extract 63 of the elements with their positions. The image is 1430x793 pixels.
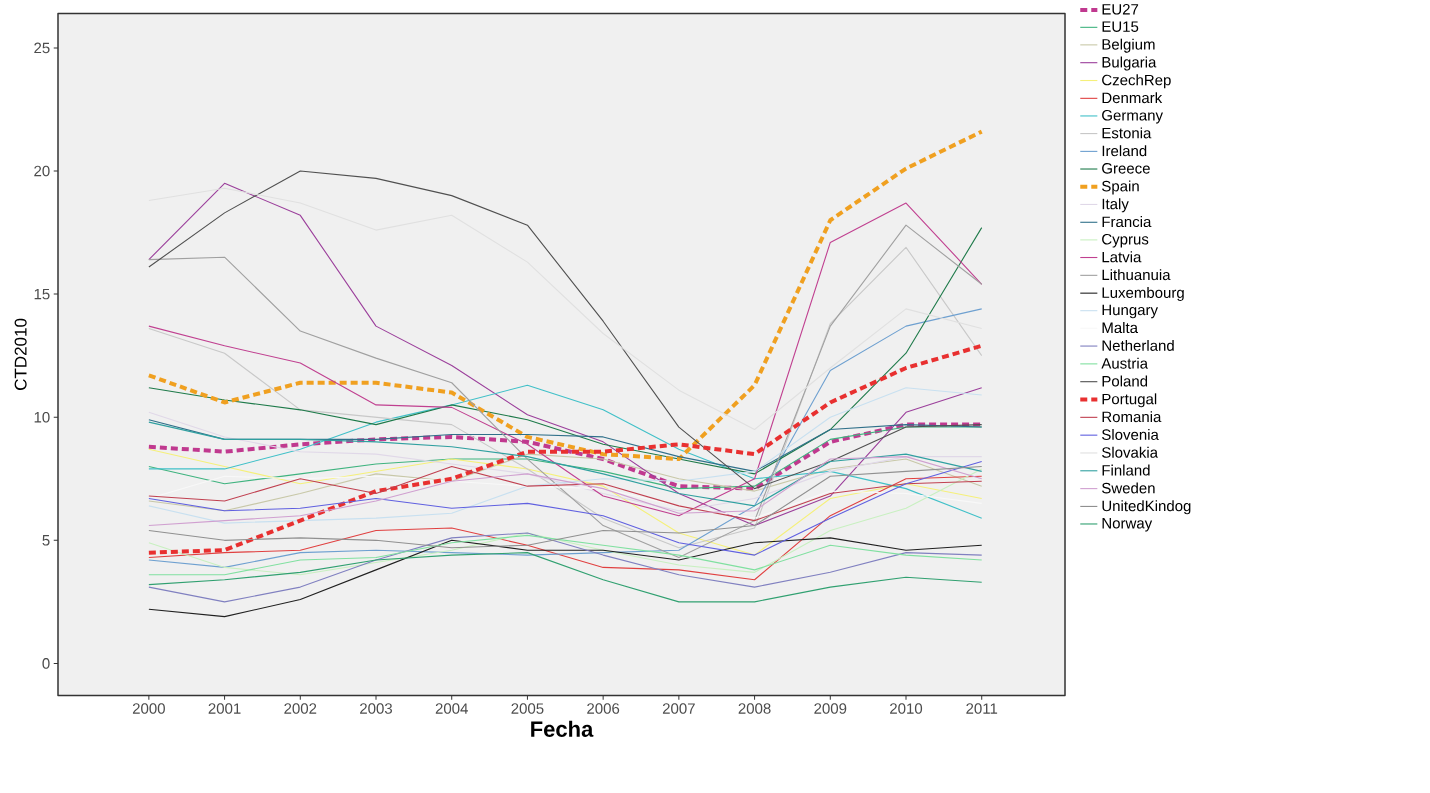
legend-label: Ireland	[1102, 144, 1147, 156]
line-series	[146, 129, 984, 461]
line-series	[148, 534, 983, 576]
y-axis-title: CTD2010	[14, 318, 27, 390]
y-tick-label: 20	[34, 165, 50, 177]
x-tick-label: 2006	[587, 703, 620, 714]
legend-label: Slovenia	[1102, 428, 1159, 440]
legend-label: Hungary	[1102, 304, 1158, 318]
line-series	[148, 308, 983, 568]
y-tick-label: 10	[34, 411, 50, 423]
y-tick-label: 25	[34, 42, 50, 53]
legend-label: Malta	[1102, 321, 1139, 333]
legend-label: Sweden	[1102, 482, 1155, 494]
legend-label: Netherland	[1102, 339, 1174, 351]
legend-label: Denmark	[1102, 91, 1163, 103]
line-series	[148, 551, 983, 603]
x-tick-label: 2010	[890, 703, 923, 714]
x-axis-title: Fecha	[531, 720, 594, 737]
legend-label: Latvia	[1102, 251, 1142, 263]
legend-label: Romania	[1102, 410, 1162, 422]
x-tick-label: 2007	[662, 703, 695, 714]
line-series	[146, 343, 984, 555]
legend-label: Italy	[1102, 198, 1129, 213]
legend-label: Francia	[1102, 215, 1152, 227]
x-tick-label: 2008	[738, 703, 771, 714]
legend-label: Greece	[1102, 162, 1150, 174]
legend-label: EU15	[1102, 21, 1139, 32]
line-series	[148, 537, 983, 617]
line-series	[148, 532, 983, 603]
x-tick-label: 2001	[208, 703, 241, 714]
legend-label: Slovakia	[1102, 446, 1159, 458]
legend-label: Austria	[1101, 357, 1149, 369]
y-tick-label: 0	[42, 657, 50, 669]
line-series	[148, 465, 983, 521]
legend-label: Bulgaria	[1102, 56, 1157, 71]
legend-label: Portugal	[1102, 393, 1157, 408]
legend-label: CzechRep	[1102, 74, 1171, 89]
x-tick-label: 2000	[132, 703, 165, 714]
line-series	[148, 455, 983, 526]
legend-label: Germany	[1102, 109, 1163, 124]
legend-label: Poland	[1102, 375, 1148, 387]
y-tick-label: 5	[42, 534, 50, 546]
legend-label: Belgium	[1102, 38, 1155, 53]
legend-label: Norway	[1102, 517, 1153, 532]
x-tick-label: 2004	[435, 703, 468, 714]
line-series	[148, 187, 983, 430]
legend-label: Estonia	[1102, 127, 1152, 139]
x-tick-label: 2009	[814, 703, 847, 714]
legend-label: Finland	[1102, 464, 1150, 476]
legend-label: Lithuanuia	[1102, 268, 1171, 280]
x-tick-label: 2003	[360, 703, 393, 714]
y-tick-label: 15	[34, 288, 50, 300]
legend-label: Spain	[1102, 180, 1139, 195]
line-series	[148, 453, 983, 512]
legend-label: UnitedKindog	[1102, 500, 1191, 514]
legend-label: EU27	[1102, 3, 1139, 15]
x-tick-label: 2011	[966, 703, 998, 714]
line-series	[148, 475, 983, 519]
x-tick-label: 2005	[511, 703, 544, 714]
line-series	[148, 226, 983, 475]
x-tick-label: 2002	[284, 703, 317, 714]
legend-label: Cyprus	[1102, 233, 1149, 248]
legend-label: Luxembourg	[1102, 286, 1184, 301]
